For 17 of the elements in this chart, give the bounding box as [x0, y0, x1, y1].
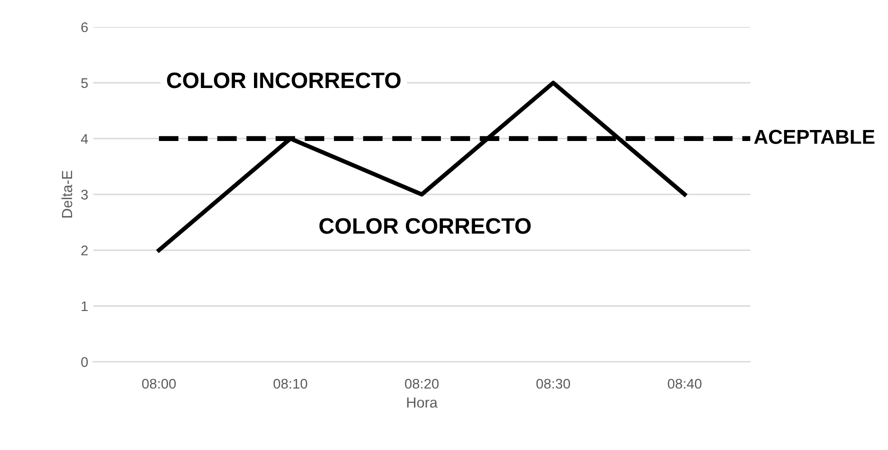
y-tick-label: 0: [81, 357, 88, 367]
y-tick-label: 5: [81, 78, 88, 88]
x-axis-title: Hora: [407, 398, 438, 408]
annotation: COLOR INCORRECTO: [167, 72, 401, 88]
x-tick-label: 08:10: [274, 378, 308, 389]
annotation: COLOR CORRECTO: [319, 218, 531, 234]
x-tick-label: 08:00: [142, 378, 176, 389]
y-tick-label: 4: [80, 134, 88, 144]
x-tick-label: 08:30: [536, 378, 570, 389]
ref-line-label: ACEPTABLE: [754, 130, 874, 144]
x-tick-label: 08:40: [668, 378, 702, 389]
y-tick-label: 2: [81, 246, 88, 256]
x-tick-label: 08:20: [404, 378, 439, 389]
y-axis-title: Delta-E: [62, 170, 72, 218]
y-tick-label: 6: [81, 22, 88, 32]
y-tick-label: 3: [81, 190, 88, 200]
y-tick-label: 1: [82, 301, 88, 312]
